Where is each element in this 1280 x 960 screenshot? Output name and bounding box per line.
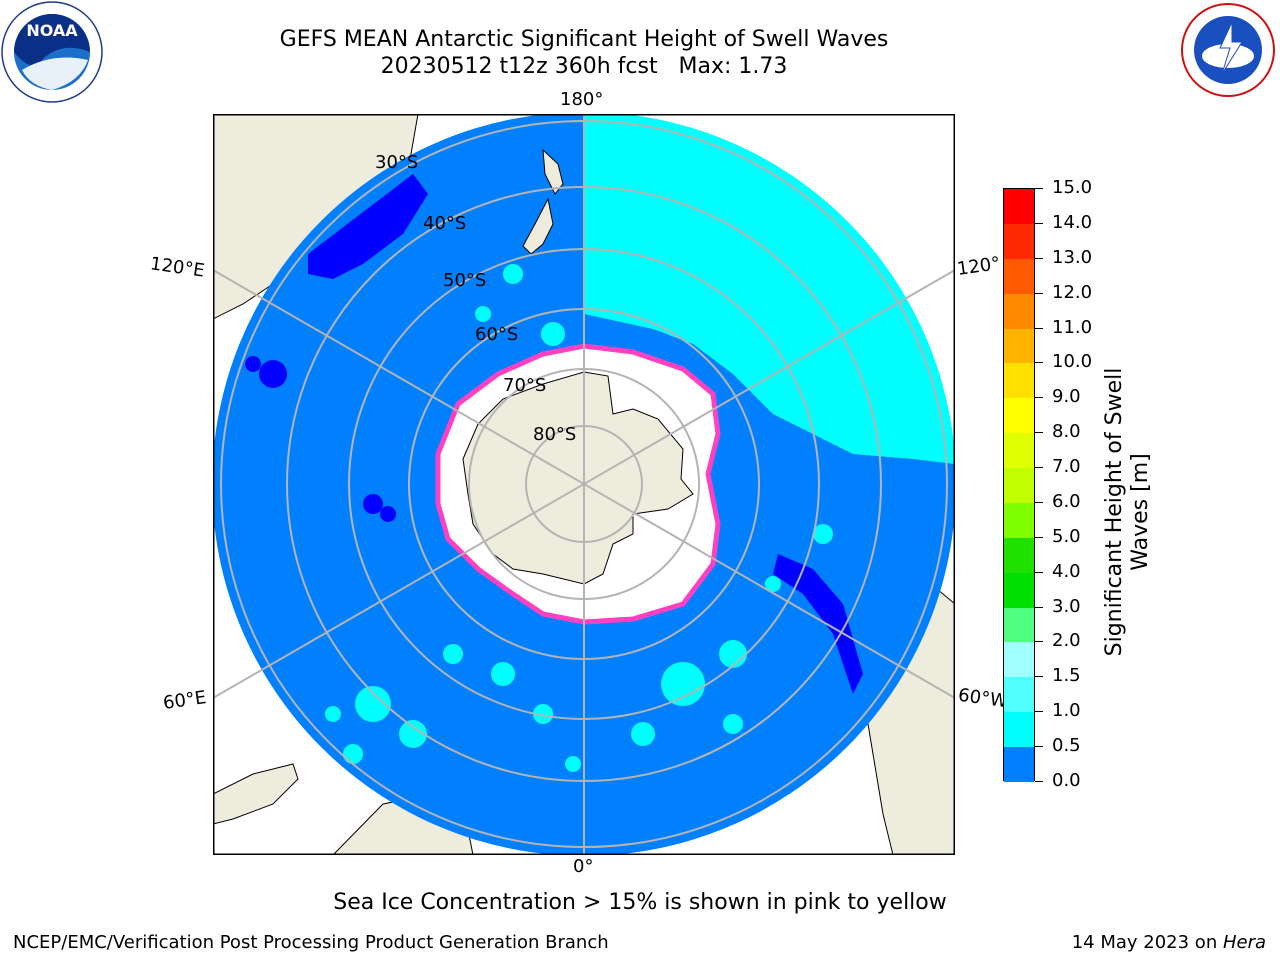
- colorbar-tick-label: 1.0: [1052, 700, 1081, 722]
- colorbar-tick-label: 10.0: [1052, 351, 1093, 373]
- colorbar-tick-label: 0.0: [1052, 770, 1081, 791]
- colorbar-tick: [1035, 397, 1043, 399]
- low-swell-aus: [308, 174, 428, 279]
- colorbar-segment: [1004, 189, 1034, 225]
- colorbar-tick: [1035, 536, 1043, 538]
- colorbar-segment: [1004, 258, 1034, 295]
- colorbar-tick: [1035, 257, 1043, 259]
- colorbar-tick-label: 4.0: [1052, 560, 1081, 582]
- colorbar-label: Significant Height of Swell Waves [m]: [1102, 367, 1153, 657]
- colorbar-segment: [1004, 468, 1034, 504]
- colorbar-tick: [1035, 327, 1043, 329]
- colorbar-segment: [1004, 502, 1034, 539]
- colorbar-tick-label: 0.5: [1052, 735, 1081, 757]
- lat-label-30s: 30°S: [375, 152, 418, 173]
- colorbar-tick: [1035, 467, 1043, 469]
- colorbar-tick: [1035, 432, 1043, 434]
- colorbar-tick-label: 7.0: [1052, 456, 1081, 478]
- colorbar-segment: [1004, 677, 1034, 713]
- colorbar-segment: [1004, 607, 1034, 643]
- lon-label-upper-right: 120°: [955, 253, 1002, 280]
- colorbar-tick: [1035, 781, 1043, 782]
- colorbar-tick-label: 13.0: [1052, 246, 1093, 268]
- colorbar-tick-label: 1.5: [1052, 665, 1081, 687]
- colorbar-tick: [1035, 571, 1043, 573]
- colorbar-segment: [1004, 223, 1034, 260]
- sea-ice-note: Sea Ice Concentration > 15% is shown in …: [333, 890, 947, 915]
- svg-text:NOAA: NOAA: [26, 21, 78, 40]
- colorbar-tick-label: 2.0: [1052, 630, 1081, 652]
- credit-left: NCEP/EMC/Verification Post Processing Pr…: [13, 932, 609, 953]
- colorbar-tick-label: 5.0: [1052, 525, 1081, 547]
- colorbar-tick-label: 12.0: [1052, 281, 1093, 303]
- colorbar-segment: [1004, 398, 1034, 434]
- credit-system: Hera: [1222, 932, 1266, 953]
- antarctica-land: [462, 371, 694, 585]
- lon-label-upper-left: 120°E: [148, 253, 206, 282]
- lat-label-60s: 60°S: [475, 324, 518, 345]
- colorbar-tick-label: 9.0: [1052, 386, 1081, 408]
- colorbar-segment: [1004, 537, 1034, 574]
- lon-label-bottom: 0°: [573, 856, 594, 877]
- colorbar-segment: [1004, 363, 1034, 399]
- colorbar-tick: [1035, 188, 1043, 189]
- lon-label-lower-right: 60°W: [956, 684, 1009, 713]
- colorbar-tick-label: 15.0: [1052, 177, 1093, 198]
- nws-logo: [1181, 3, 1275, 97]
- colorbar-segment: [1004, 293, 1034, 330]
- colorbar-tick-label: 8.0: [1052, 421, 1081, 443]
- colorbar-tick: [1035, 606, 1043, 608]
- lat-label-70s: 70°S: [503, 375, 546, 396]
- lat-label-80s: 80°S: [533, 424, 576, 445]
- colorbar-segment: [1004, 747, 1034, 783]
- colorbar-tick: [1035, 222, 1043, 224]
- colorbar-tick-label: 3.0: [1052, 595, 1081, 617]
- colorbar-segment: [1004, 712, 1034, 748]
- colorbar-tick: [1035, 362, 1043, 364]
- colorbar-tick-label: 11.0: [1052, 316, 1093, 338]
- madagascar-land: [213, 763, 299, 825]
- lat-label-50s: 50°S: [443, 270, 486, 291]
- low-swell-sa: [773, 554, 863, 694]
- credit-date: 14 May 2023 on: [1071, 932, 1223, 953]
- colorbar: [1003, 188, 1035, 783]
- noaa-logo: NOAA: [1, 1, 103, 103]
- colorbar-tick: [1035, 292, 1043, 294]
- colorbar-segment: [1004, 642, 1034, 678]
- polar-map: 30°S 40°S 50°S 60°S 70°S 80°S: [213, 114, 955, 855]
- colorbar-tick-label: 6.0: [1052, 490, 1081, 512]
- chart-title: GEFS MEAN Antarctic Significant Height o…: [279, 27, 889, 52]
- colorbar-tick: [1035, 711, 1043, 713]
- colorbar-tick-label: 14.0: [1052, 211, 1093, 233]
- colorbar-tick: [1035, 676, 1043, 678]
- colorbar-segment: [1004, 572, 1034, 609]
- chart-subtitle: 20230512 t12z 360h fcst Max: 1.73: [380, 54, 788, 79]
- colorbar-tick: [1035, 501, 1043, 503]
- colorbar-tick: [1035, 746, 1043, 748]
- lon-label-lower-left: 60°E: [161, 687, 208, 714]
- lat-label-40s: 40°S: [423, 213, 466, 234]
- colorbar-segment: [1004, 433, 1034, 469]
- colorbar-segment: [1004, 328, 1034, 364]
- colorbar-tick: [1035, 641, 1043, 643]
- lon-label-top: 180°: [560, 89, 604, 110]
- credit-right: 14 May 2023 on Hera: [1072, 932, 1266, 953]
